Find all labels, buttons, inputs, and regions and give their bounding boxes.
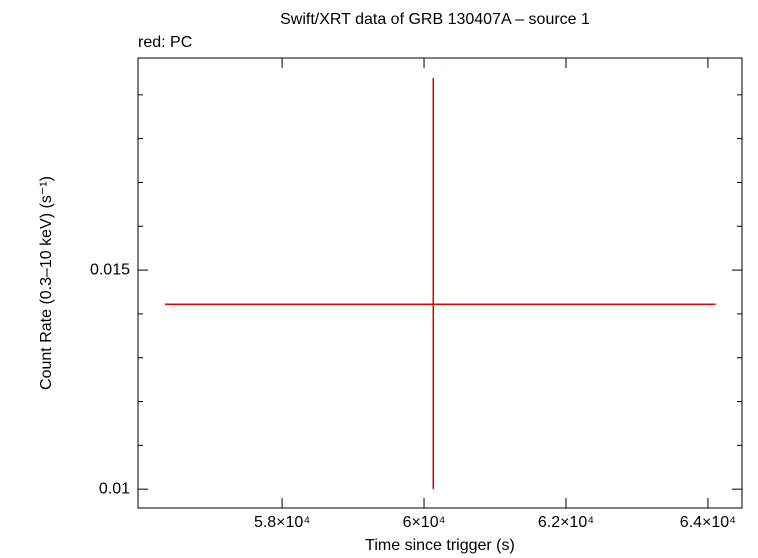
y-tick-label: 0.015 xyxy=(90,261,130,278)
chart-title: Swift/XRT data of GRB 130407A – source 1 xyxy=(280,11,590,28)
x-axis-label: Time since trigger (s) xyxy=(365,537,515,554)
y-axis-label: Count Rate (0.3–10 keV) (s⁻¹) xyxy=(38,176,55,390)
annotation: red: PC xyxy=(138,34,192,51)
plot-frame xyxy=(137,57,743,509)
y-tick-label: 0.01 xyxy=(99,480,130,497)
x-tick-label: 5.8×10⁴ xyxy=(254,514,310,531)
x-tick-label: 6.2×10⁴ xyxy=(538,514,594,531)
x-tick-label: 6×10⁴ xyxy=(403,514,446,531)
x-tick-label: 6.4×10⁴ xyxy=(680,514,736,531)
